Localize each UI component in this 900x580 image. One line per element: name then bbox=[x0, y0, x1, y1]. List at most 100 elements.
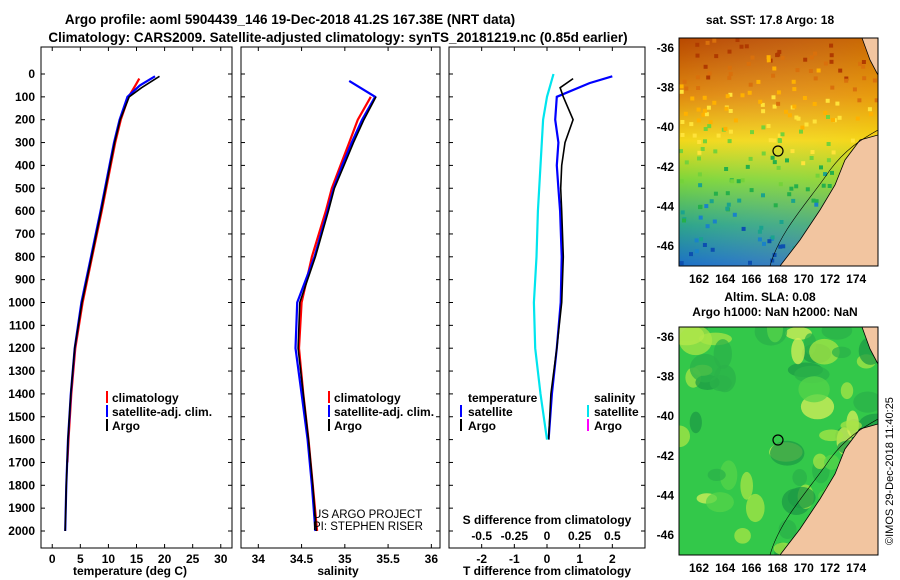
depth-tick-label: 500 bbox=[15, 181, 35, 195]
sst-pixel bbox=[748, 156, 753, 161]
depth-tick-label: 700 bbox=[15, 227, 35, 241]
sst-pixel bbox=[697, 156, 701, 161]
sst-pixel bbox=[784, 109, 788, 114]
map-lat-label: -44 bbox=[657, 199, 675, 213]
sst-pixel bbox=[772, 160, 777, 165]
sst-pixel bbox=[775, 53, 780, 58]
sst-pixel bbox=[829, 53, 834, 58]
sst-pixel bbox=[768, 138, 773, 143]
sst-pixel bbox=[699, 237, 704, 242]
legend-climatology: climatology bbox=[112, 391, 179, 405]
sst-pixel bbox=[771, 73, 776, 78]
sst-pixel bbox=[829, 43, 834, 48]
sst-pixel bbox=[705, 224, 710, 229]
north-island-land bbox=[861, 327, 878, 365]
sst-pixel bbox=[736, 179, 741, 184]
sst-pixel bbox=[826, 158, 831, 163]
s-diff-tick-label: -0.5 bbox=[471, 529, 492, 543]
map-lon-label: 162 bbox=[689, 561, 709, 575]
x-tick-label: 35 bbox=[338, 552, 352, 566]
sst-pixel bbox=[831, 118, 835, 122]
sst-pixel bbox=[776, 101, 781, 106]
sst-pixel bbox=[809, 156, 814, 160]
sla-blob bbox=[813, 453, 827, 469]
sla-blob bbox=[770, 440, 805, 466]
legend-swatch-s-satellite bbox=[587, 405, 589, 417]
sst-pixel bbox=[787, 113, 792, 118]
sst-pixel bbox=[821, 183, 826, 188]
sst-pixel bbox=[808, 69, 813, 73]
figure-subtitle: Climatology: CARS2009. Satellite-adjuste… bbox=[48, 30, 627, 45]
sst-pixel bbox=[801, 161, 806, 166]
sst-pixel bbox=[811, 198, 816, 203]
sst-pixel bbox=[725, 206, 730, 211]
sst-pixel bbox=[695, 53, 700, 58]
sst-pixel bbox=[723, 126, 728, 131]
sst-pixel bbox=[727, 139, 732, 144]
temperature-argo-line bbox=[64, 75, 160, 532]
legend-swatch-satellite bbox=[106, 405, 108, 417]
x-tick-label: 0 bbox=[544, 552, 551, 566]
sla-blob bbox=[840, 420, 862, 431]
sst-pixel bbox=[706, 105, 711, 110]
sst-pixel bbox=[689, 122, 694, 127]
sla-blob bbox=[831, 346, 852, 358]
sst-pixel bbox=[762, 241, 766, 246]
sla-blob bbox=[778, 519, 797, 540]
x-tick-label: 0 bbox=[49, 552, 56, 566]
sst-pixel bbox=[803, 57, 808, 62]
sst-pixel bbox=[830, 85, 835, 90]
x-tick-label: 34 bbox=[252, 552, 266, 566]
sst-pixel bbox=[680, 210, 685, 215]
depth-tick-label: 200 bbox=[15, 113, 35, 127]
sst-pixel bbox=[813, 76, 818, 81]
sst-pixel bbox=[702, 108, 707, 113]
sst-pixel bbox=[727, 65, 732, 70]
sla-map bbox=[679, 327, 878, 555]
sst-pixel bbox=[710, 247, 715, 252]
x-tick-label: -2 bbox=[476, 552, 487, 566]
map-lon-label: 170 bbox=[794, 561, 814, 575]
sst-pixel bbox=[809, 55, 814, 60]
sst-pixel bbox=[749, 188, 754, 193]
depth-tick-label: 1900 bbox=[8, 501, 35, 515]
sst-pixel bbox=[800, 125, 805, 130]
sst-pixel bbox=[802, 96, 807, 100]
sst-pixel bbox=[855, 116, 860, 121]
map-lat-label: -46 bbox=[657, 528, 675, 542]
legend-swatch-satellite bbox=[328, 405, 330, 417]
map-lon-label: 166 bbox=[741, 561, 761, 575]
sst-pixel bbox=[761, 125, 766, 130]
legend-swatch-argo bbox=[328, 419, 330, 431]
sst-pixel bbox=[781, 244, 786, 249]
sst-pixel bbox=[712, 38, 717, 43]
map-lon-label: 172 bbox=[820, 561, 840, 575]
sst-pixel bbox=[814, 202, 819, 207]
sst-pixel bbox=[697, 140, 702, 144]
difference-series-group bbox=[532, 73, 613, 440]
sst-pixel bbox=[812, 102, 817, 106]
map-lat-label: -42 bbox=[657, 449, 675, 463]
sst-pixel bbox=[772, 138, 777, 143]
sla-blob bbox=[705, 492, 734, 513]
sst-pixel bbox=[850, 138, 855, 143]
sst-pixel bbox=[725, 94, 730, 99]
sst-pixel bbox=[697, 172, 702, 177]
depth-tick-label: 1500 bbox=[8, 410, 35, 424]
depth-tick-label: 1800 bbox=[8, 478, 35, 492]
difference-xlabel: T difference from climatology bbox=[463, 564, 631, 578]
difference-legend: temperature satellite Argo salinity sate… bbox=[460, 391, 639, 433]
sst-pixel bbox=[696, 118, 701, 123]
depth-tick-label: 1000 bbox=[8, 296, 35, 310]
sst-pixel bbox=[844, 78, 849, 83]
sst-pixel bbox=[728, 129, 733, 134]
depth-tick-label: 900 bbox=[15, 273, 35, 287]
map-lon-label: 172 bbox=[820, 272, 840, 286]
sla-map-subtitle: Argo h1000: NaN h2000: NaN bbox=[692, 305, 857, 319]
sla-float-position bbox=[772, 434, 784, 446]
x-tick-label: 25 bbox=[186, 552, 200, 566]
sst-pixel bbox=[757, 229, 762, 234]
x-tick-label: 30 bbox=[214, 552, 228, 566]
sst-pixel bbox=[737, 198, 742, 203]
